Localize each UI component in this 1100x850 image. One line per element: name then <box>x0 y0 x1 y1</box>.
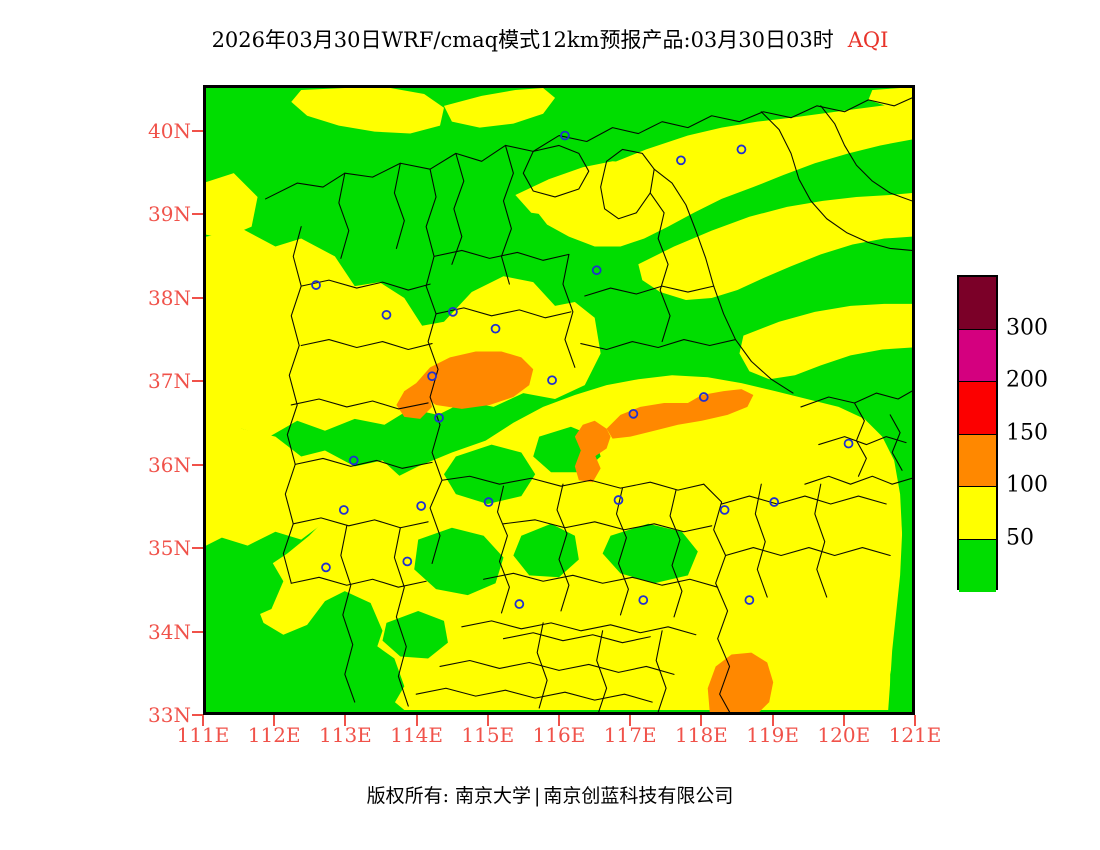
aqi-contour-map <box>206 88 912 712</box>
longitude-label-114e: 114E <box>390 723 443 747</box>
longitude-tick-118e <box>700 715 703 726</box>
title-variable: AQI <box>847 28 889 52</box>
latitude-label-38n: 38N <box>148 285 191 310</box>
forecast-map-plot[interactable] <box>203 85 915 715</box>
longitude-label-111e: 111E <box>176 723 230 747</box>
latitude-tick-40n <box>192 129 203 132</box>
station-marker-group <box>311 130 854 609</box>
latitude-label-35n: 35N <box>148 536 191 561</box>
longitude-label-113e: 113E <box>319 723 372 747</box>
colorbar-label-200: 200 <box>1006 367 1048 393</box>
latitude-tick-37n <box>192 380 203 383</box>
longitude-tick-112e <box>273 715 276 726</box>
latitude-tick-33n <box>192 714 203 716</box>
colorbar-band-150 <box>959 382 996 435</box>
latitude-label-39n: 39N <box>148 202 191 227</box>
latitude-label-37n: 37N <box>148 369 191 394</box>
longitude-label-112e: 112E <box>247 723 301 747</box>
colorbar-band-200 <box>959 329 996 382</box>
colorbar-band-100 <box>959 434 996 487</box>
colorbar-label-300: 300 <box>1006 315 1048 340</box>
latitude-tick-34n <box>192 630 203 633</box>
latitude-label-40n: 40N <box>148 118 191 143</box>
colorbar-label-100: 100 <box>1006 472 1048 498</box>
latitude-tick-39n <box>192 213 203 216</box>
colorbar-label-150: 150 <box>1006 420 1048 445</box>
latitude-tick-38n <box>192 296 203 299</box>
longitude-tick-117e <box>629 715 632 726</box>
colorbar-band-300 <box>959 277 996 330</box>
longitude-tick-116e <box>558 715 560 726</box>
longitude-label-116e: 116E <box>532 723 586 747</box>
longitude-label-118e: 118E <box>675 723 728 747</box>
latitude-label-33n: 33N <box>148 703 191 727</box>
longitude-label-115e: 115E <box>461 723 515 747</box>
longitude-label-121e: 121E <box>888 723 942 747</box>
longitude-tick-114e <box>415 715 418 726</box>
longitude-label-117e: 117E <box>603 723 657 747</box>
title-main: 2026年03月30日WRF/cmaq模式12km预报产品:03月30日03时 <box>211 28 834 52</box>
longitude-tick-119e <box>771 715 774 726</box>
copyright-owner: 版权所有: 南京大学 <box>366 785 532 807</box>
copyright-line: 版权所有: 南京大学 | 南京创蓝科技有限公司 <box>0 781 1100 808</box>
longitude-label-120e: 120E <box>817 723 871 747</box>
page-title: 2026年03月30日WRF/cmaq模式12km预报产品:03月30日03时 A… <box>0 24 1100 54</box>
colorbar-band-0 <box>959 539 996 592</box>
longitude-tick-121e <box>914 715 916 726</box>
longitude-tick-115e <box>486 715 489 726</box>
colorbar-band-50 <box>959 487 996 540</box>
latitude-tick-35n <box>192 547 203 550</box>
aqi-colorbar[interactable] <box>957 275 998 592</box>
longitude-tick-113e <box>344 715 347 726</box>
longitude-label-119e: 119E <box>746 723 799 747</box>
longitude-tick-120e <box>842 715 845 726</box>
copyright-separator: | <box>534 785 541 807</box>
colorbar-label-50: 50 <box>1006 525 1034 550</box>
copyright-company: 南京创蓝科技有限公司 <box>543 785 734 807</box>
latitude-label-36n: 36N <box>148 452 191 477</box>
latitude-tick-36n <box>192 463 203 466</box>
latitude-label-34n: 34N <box>148 619 191 644</box>
longitude-tick-111e <box>202 715 204 726</box>
